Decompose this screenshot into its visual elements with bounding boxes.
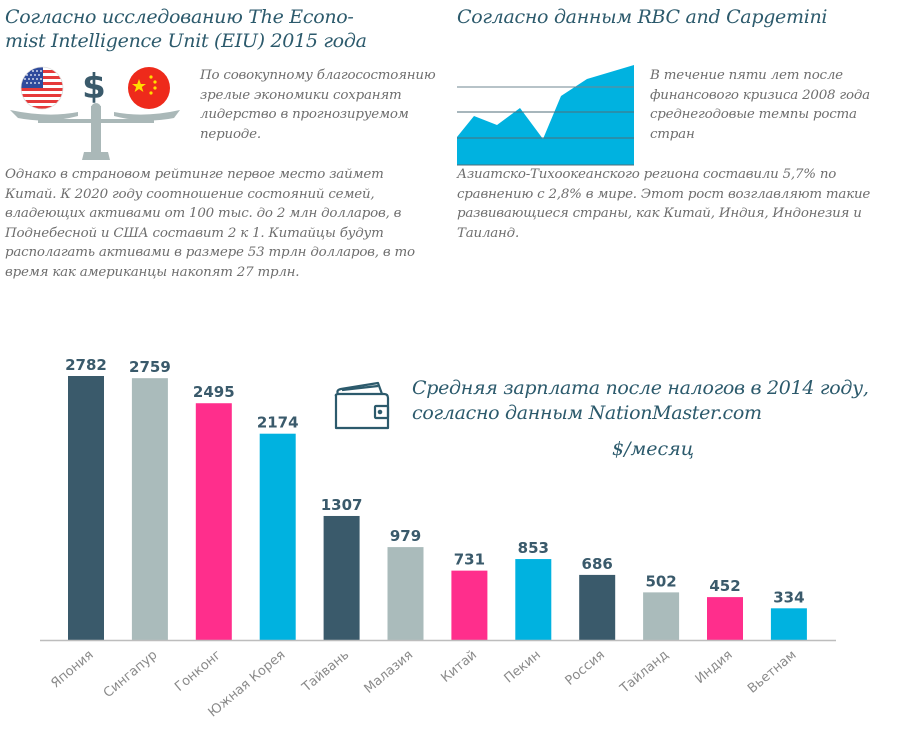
bar-chart: 2782Япония2759Сингапур2495Гонконг2174Южн… [40,356,836,720]
left-paragraph-part2: Однако в страновом рейтинге первое место… [5,167,415,280]
area-fill [457,65,634,165]
bar-value-label: 334 [773,588,804,606]
balance-scale-icon [10,103,180,160]
left-heading-line2: mist Intelligence Unit (EIU) 2015 года [5,30,367,52]
bar-value-label: 2759 [129,358,171,376]
right-heading: Согласно данным RBC and Capgemini [457,6,828,28]
bar-value-label: 2174 [257,414,299,432]
bar-3 [195,403,232,640]
category-label: Вьетнам [745,648,799,697]
bar-value-label: 979 [390,527,421,545]
bar-value-label: 853 [518,539,549,557]
scale-usa-china-dollar-icon: $ [10,66,180,160]
bar-2 [131,378,168,640]
bar-value-label: 2782 [65,356,107,374]
bar-value-label: 2495 [193,383,235,401]
bar-11 [707,597,743,640]
bar-10 [643,592,680,640]
bar-value-label: 731 [454,551,485,569]
usa-flag-icon [21,67,63,109]
category-label: Гонконг [172,647,224,694]
right-paragraph-part2: Азиатско-Тихоокеанского региона составил… [457,167,871,241]
category-label: Сингапур [101,648,161,701]
chart-unit-label: $/месяц [612,438,694,460]
category-label: Тайвань [299,648,352,696]
bar-6 [387,547,424,640]
dollar-sign-icon: $ [82,67,106,107]
category-label: Тайланд [617,648,672,697]
bar-12 [770,608,807,640]
category-label: Китай [438,648,480,686]
right-paragraph-part1: В течение пяти лет после финансового кри… [650,68,870,142]
area-growth-chart-icon [457,65,634,166]
bar-value-label: 502 [645,572,676,590]
category-label: Россия [563,648,608,689]
category-label: Пекин [502,648,544,687]
china-flag-icon [128,67,170,109]
chart-title: Средняя зарплата после налогов в 2014 го… [412,376,892,426]
bar-8 [515,559,552,640]
category-label: Япония [48,648,96,692]
chart-title-line2: согласно данным NationMaster.com [412,402,762,424]
bar-5 [323,515,360,640]
chart-title-line1: Средняя зарплата после налогов в 2014 го… [412,377,869,399]
category-label: Малазия [362,648,417,697]
svg-text:$: $ [82,67,106,107]
category-label: Индия [693,648,736,687]
left-heading-line1: Согласно исследованию The Econo- [5,6,354,28]
bar-7 [451,570,488,640]
bar-1 [68,376,104,640]
bar-value-label: 452 [709,577,740,595]
wallet-icon [334,381,390,430]
left-heading: Согласно исследованию The Econo- mist In… [5,5,445,53]
bar-value-label: 686 [582,555,613,573]
bar-value-label: 1307 [321,496,363,514]
bar-4 [259,433,296,640]
left-paragraph-part1: По совокупному благосостоянию зрелые эко… [200,68,436,142]
bar-9 [579,574,616,640]
bars-group: 2782Япония2759Сингапур2495Гонконг2174Южн… [48,356,807,720]
